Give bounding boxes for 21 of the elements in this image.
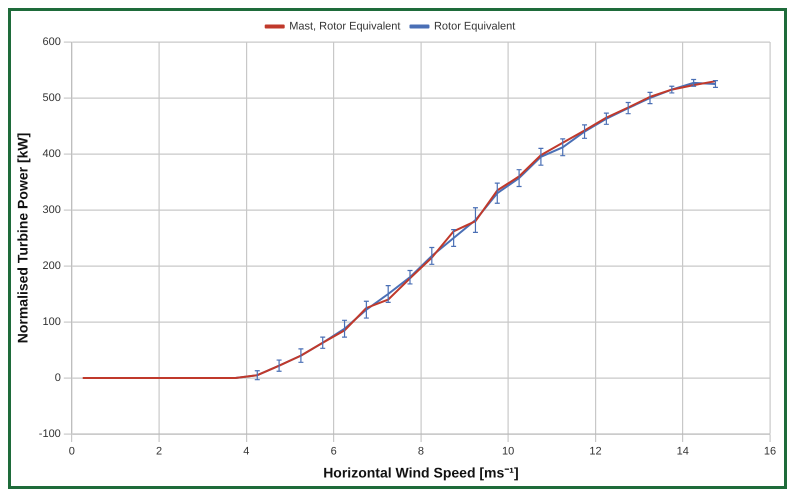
legend-label: Rotor Equivalent — [434, 20, 516, 33]
y-tick-label: -100 — [38, 428, 61, 440]
y-tick-label: 300 — [42, 204, 61, 216]
y-tick-label: 200 — [42, 260, 61, 272]
x-tick-label: 16 — [764, 446, 776, 458]
y-axis-title: Normalised Turbine Power [kW] — [14, 132, 30, 344]
y-tick-label: 500 — [42, 92, 61, 104]
x-tick-label: 10 — [502, 446, 514, 458]
x-tick-label: 12 — [589, 446, 602, 458]
y-tick-label: 0 — [54, 372, 61, 384]
y-tick-label: 600 — [42, 36, 61, 48]
x-tick-label: 4 — [243, 446, 250, 458]
y-tick-label: 100 — [42, 316, 61, 328]
x-tick-label: 14 — [676, 446, 689, 458]
x-tick-label: 6 — [330, 446, 337, 458]
legend-label: Mast, Rotor Equivalent — [289, 20, 400, 33]
x-tick-label: 0 — [68, 446, 75, 458]
y-tick-label: 400 — [42, 148, 61, 160]
x-tick-label: 2 — [156, 446, 162, 458]
x-axis-title: Horizontal Wind Speed [ms⁻¹] — [323, 464, 519, 480]
x-tick-label: 8 — [418, 446, 424, 458]
